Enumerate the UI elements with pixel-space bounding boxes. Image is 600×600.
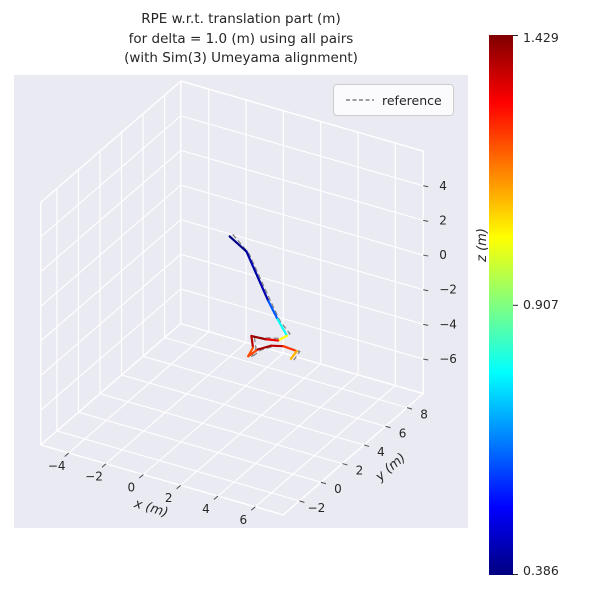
z-tick-label: −4 bbox=[439, 317, 457, 331]
axis-ticks bbox=[64, 185, 429, 511]
colorbar: 1.429 0.907 0.386 bbox=[489, 30, 564, 578]
y-tick-label: 2 bbox=[356, 464, 364, 478]
z-tick-label: −6 bbox=[439, 352, 457, 366]
trajectory-segment bbox=[228, 235, 248, 253]
trajectory-segment bbox=[263, 338, 280, 342]
x-tick-label: −4 bbox=[48, 459, 66, 473]
trajectory-segment bbox=[267, 299, 279, 321]
z-tick-label: −2 bbox=[439, 283, 457, 297]
x-tick-label: 2 bbox=[165, 491, 173, 505]
colorbar-max-label: 1.429 bbox=[523, 30, 559, 45]
trajectory-segment bbox=[289, 350, 298, 360]
y-tick-label: 4 bbox=[377, 445, 385, 459]
trajectory-segment bbox=[270, 344, 285, 348]
chart-title: RPE w.r.t. translation part (m) for delt… bbox=[124, 11, 358, 67]
colorbar-gradient bbox=[489, 35, 513, 575]
colorbar-canvas bbox=[489, 35, 518, 575]
trajectory-segment bbox=[250, 334, 255, 349]
colorbar-ticks bbox=[513, 35, 518, 575]
trajectory-segment bbox=[282, 345, 298, 353]
colorbar-min-label: 0.386 bbox=[523, 563, 559, 578]
z-axis-label: z (m) bbox=[475, 228, 490, 263]
x-tick-label: −2 bbox=[85, 470, 103, 484]
axes-background bbox=[14, 75, 468, 528]
y-tick-label: 6 bbox=[399, 426, 407, 440]
pane-edges bbox=[40, 79, 425, 516]
colorbar-mid-label: 0.907 bbox=[523, 297, 559, 312]
y-tick-label: 8 bbox=[420, 408, 428, 422]
y-tick-label: −2 bbox=[308, 501, 326, 515]
trajectory-segment bbox=[276, 318, 289, 337]
trajectory-segment bbox=[247, 348, 259, 358]
x-tick-label: 6 bbox=[239, 513, 247, 527]
trajectory-segment bbox=[256, 344, 273, 351]
rpe-trajectory bbox=[228, 235, 298, 360]
x-tick-label: 4 bbox=[202, 502, 210, 516]
reference-line-icon bbox=[346, 99, 374, 101]
legend: reference bbox=[333, 84, 454, 116]
trajectory-segment bbox=[277, 334, 289, 342]
trajectory-segment bbox=[245, 250, 270, 303]
x-tick-label: 0 bbox=[127, 481, 135, 495]
legend-label: reference bbox=[382, 92, 442, 108]
trajectory-segment bbox=[250, 334, 266, 341]
z-tick-label: 4 bbox=[439, 179, 447, 193]
z-tick-label: 0 bbox=[439, 248, 447, 262]
y-tick-label: 0 bbox=[334, 482, 342, 496]
z-tick-label: 2 bbox=[439, 213, 447, 227]
